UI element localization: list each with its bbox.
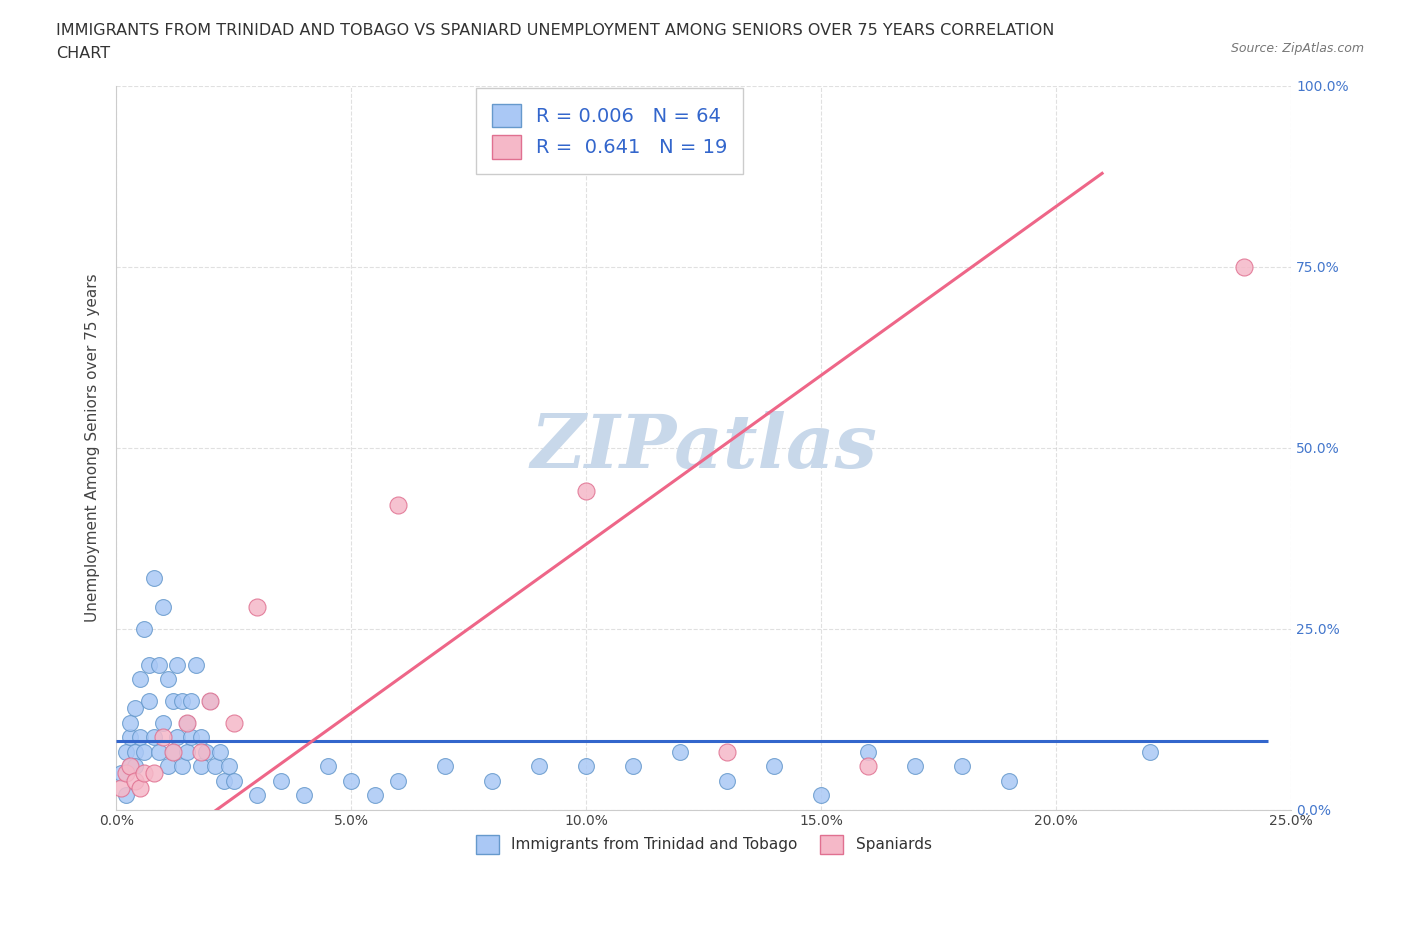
Point xyxy=(246,788,269,803)
Point xyxy=(387,773,409,788)
Text: IMMIGRANTS FROM TRINIDAD AND TOBAGO VS SPANIARD UNEMPLOYMENT AMONG SENIORS OVER : IMMIGRANTS FROM TRINIDAD AND TOBAGO VS S… xyxy=(56,23,1054,38)
Point xyxy=(204,759,226,774)
Point xyxy=(120,730,142,745)
Point xyxy=(218,759,240,774)
Point xyxy=(124,701,146,716)
Point xyxy=(214,773,236,788)
Point xyxy=(292,788,315,803)
Point xyxy=(222,715,245,730)
Point xyxy=(481,773,503,788)
Point xyxy=(340,773,363,788)
Point xyxy=(114,788,136,803)
Point xyxy=(170,759,193,774)
Point xyxy=(166,730,188,745)
Point xyxy=(166,658,188,672)
Point xyxy=(364,788,387,803)
Point xyxy=(194,744,217,759)
Point xyxy=(186,658,208,672)
Point xyxy=(128,780,150,795)
Point xyxy=(120,715,142,730)
Point xyxy=(575,759,598,774)
Point xyxy=(208,744,231,759)
Point xyxy=(270,773,292,788)
Point xyxy=(950,759,973,774)
Point xyxy=(180,730,202,745)
Point xyxy=(114,766,136,781)
Point xyxy=(124,744,146,759)
Point xyxy=(134,621,156,636)
Point xyxy=(138,694,160,709)
Point xyxy=(148,744,170,759)
Point xyxy=(858,759,880,774)
Point xyxy=(810,788,832,803)
Point xyxy=(529,759,551,774)
Point xyxy=(142,730,165,745)
Point xyxy=(190,744,212,759)
Point xyxy=(114,744,136,759)
Point xyxy=(138,658,160,672)
Point xyxy=(716,744,738,759)
Point xyxy=(156,759,179,774)
Point xyxy=(120,759,142,774)
Point xyxy=(998,773,1021,788)
Point xyxy=(1139,744,1161,759)
Point xyxy=(124,773,146,788)
Point xyxy=(316,759,339,774)
Point xyxy=(716,773,738,788)
Point xyxy=(162,744,184,759)
Point xyxy=(162,694,184,709)
Point xyxy=(120,759,142,774)
Point xyxy=(190,759,212,774)
Point xyxy=(142,766,165,781)
Point xyxy=(904,759,927,774)
Point xyxy=(128,671,150,686)
Point xyxy=(176,715,198,730)
Point xyxy=(434,759,457,774)
Point xyxy=(858,744,880,759)
Point xyxy=(134,766,156,781)
Point xyxy=(162,744,184,759)
Point xyxy=(621,759,644,774)
Point xyxy=(110,780,132,795)
Point xyxy=(200,694,222,709)
Point xyxy=(176,715,198,730)
Point xyxy=(1233,259,1256,274)
Point xyxy=(134,744,156,759)
Point xyxy=(142,570,165,585)
Point xyxy=(222,773,245,788)
Point xyxy=(124,759,146,774)
Text: Source: ZipAtlas.com: Source: ZipAtlas.com xyxy=(1230,42,1364,55)
Text: CHART: CHART xyxy=(56,46,110,61)
Point xyxy=(575,484,598,498)
Point xyxy=(200,694,222,709)
Y-axis label: Unemployment Among Seniors over 75 years: Unemployment Among Seniors over 75 years xyxy=(86,273,100,622)
Point xyxy=(190,730,212,745)
Point xyxy=(763,759,786,774)
Point xyxy=(180,694,202,709)
Point xyxy=(246,600,269,615)
Point xyxy=(170,694,193,709)
Point xyxy=(110,766,132,781)
Point xyxy=(152,715,174,730)
Point xyxy=(152,600,174,615)
Legend: Immigrants from Trinidad and Tobago, Spaniards: Immigrants from Trinidad and Tobago, Spa… xyxy=(470,829,938,860)
Point xyxy=(152,730,174,745)
Point xyxy=(156,671,179,686)
Point xyxy=(176,744,198,759)
Point xyxy=(148,658,170,672)
Text: ZIPatlas: ZIPatlas xyxy=(530,411,877,484)
Point xyxy=(128,730,150,745)
Point xyxy=(387,498,409,513)
Point xyxy=(669,744,692,759)
